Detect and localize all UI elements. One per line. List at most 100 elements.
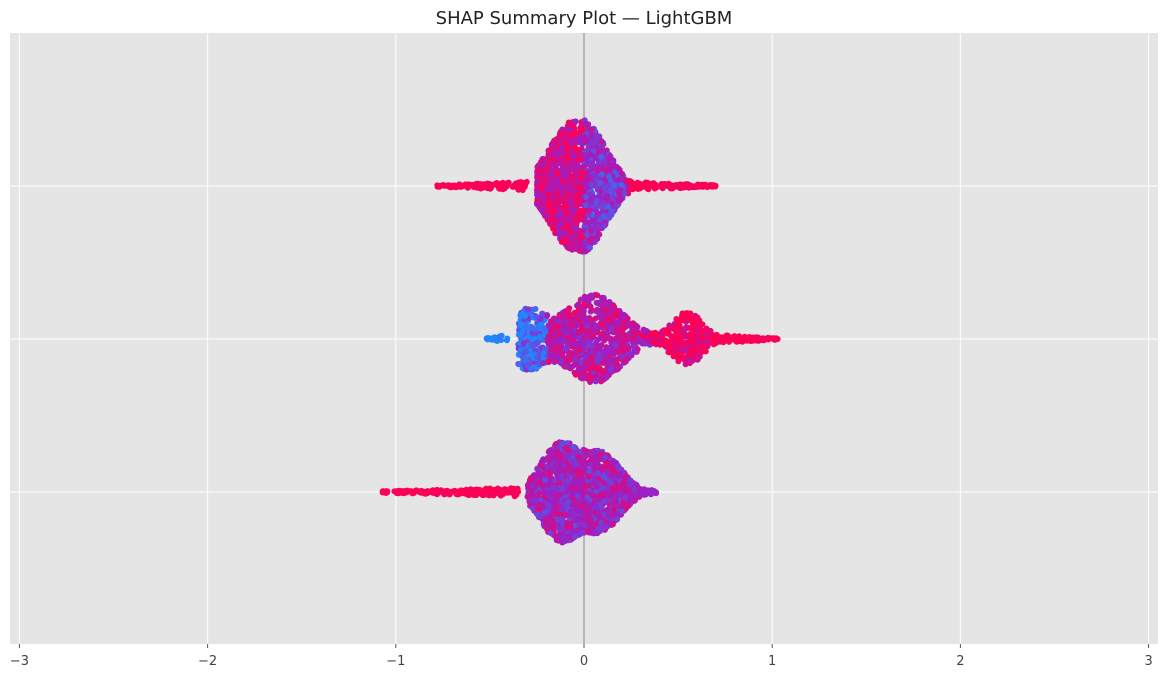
shap-point [538, 193, 544, 200]
shap-point [641, 327, 648, 334]
shap-point [760, 335, 766, 342]
shap-point [578, 184, 584, 191]
shap-point [615, 165, 622, 172]
shap-point [619, 170, 625, 177]
shap-point [598, 171, 605, 178]
shap-point [605, 203, 612, 210]
shap-point [651, 331, 658, 338]
shap-point [592, 378, 599, 385]
shap-point [683, 313, 690, 320]
shap-point [580, 169, 587, 176]
shap-point [596, 373, 603, 380]
shap-point [608, 208, 615, 215]
shap-point [682, 361, 689, 368]
shap-point [660, 181, 667, 188]
shap-point [449, 183, 456, 190]
shap-point [682, 325, 689, 332]
shap-point [568, 159, 575, 166]
shap-point [580, 151, 587, 158]
shap-point [712, 183, 719, 190]
shap-point [583, 315, 589, 322]
shap-point [630, 342, 637, 349]
shap-point [630, 185, 637, 192]
shap-point [565, 242, 572, 249]
shap-point [545, 322, 552, 329]
shap-point [737, 334, 743, 341]
shap-point [600, 368, 607, 375]
shap-point [572, 317, 579, 324]
shap-point [614, 361, 621, 368]
shap-point [587, 374, 594, 381]
shap-point [725, 334, 732, 341]
shap-point [598, 154, 605, 160]
shap-point [588, 292, 595, 299]
shap-point [582, 334, 589, 341]
shap-point [564, 190, 571, 197]
shap-point [611, 182, 617, 189]
shap-point [594, 197, 601, 204]
shap-point [688, 182, 695, 189]
shap-point [520, 340, 527, 347]
shap-point [528, 324, 535, 331]
shap-point [495, 180, 501, 187]
shap-point [562, 327, 569, 334]
shap-point [603, 357, 610, 364]
shap-point [587, 303, 594, 310]
shap-point [570, 363, 577, 369]
shap-point [588, 349, 594, 356]
shap-point [564, 183, 571, 190]
shap-point [597, 314, 604, 321]
shap-point [577, 347, 583, 354]
shap-point [605, 315, 612, 322]
shap-point [678, 333, 685, 340]
shap-point [546, 203, 553, 210]
shap-point [559, 189, 566, 196]
shap-point [551, 180, 558, 187]
shap-point [603, 308, 609, 315]
shap-point [575, 157, 582, 163]
shap-point [586, 329, 593, 336]
shap-point [588, 181, 595, 188]
shap-point [549, 188, 556, 195]
shap-point [534, 178, 541, 185]
shap-point [546, 172, 553, 179]
shap-point [687, 350, 694, 357]
shap-point [624, 322, 631, 329]
shap-point [561, 338, 568, 345]
shap-point [625, 344, 632, 351]
shap-point [583, 158, 590, 165]
shap-point [498, 185, 505, 192]
shap-point [713, 332, 720, 339]
shap-point [638, 181, 645, 188]
shap-point [588, 196, 595, 203]
shap-point [534, 354, 541, 361]
shap-point [589, 321, 595, 328]
shap-point [462, 181, 469, 188]
shap-point [491, 336, 497, 343]
shap-point [625, 350, 632, 357]
shap-point [628, 178, 635, 185]
shap-point [434, 183, 441, 190]
shap-point [606, 299, 613, 305]
shap-point [555, 203, 562, 210]
shap-point [537, 321, 544, 328]
shap-point [560, 238, 566, 245]
shap-point [694, 317, 701, 324]
shap-point [589, 358, 596, 365]
shap-point [600, 184, 607, 191]
points-layer [379, 117, 781, 546]
shap-point [575, 334, 582, 341]
shap-point [543, 165, 550, 172]
shap-point [605, 182, 612, 189]
shap-point [581, 223, 588, 230]
shap-point [563, 202, 570, 209]
shap-point [616, 189, 622, 196]
shap-point [504, 180, 511, 187]
shap-point [607, 177, 614, 184]
shap-point [619, 343, 626, 349]
shap-point [584, 232, 591, 239]
shap-point [613, 327, 620, 334]
shap-point [516, 186, 523, 193]
shap-point [573, 202, 580, 209]
shap-point [516, 180, 523, 187]
